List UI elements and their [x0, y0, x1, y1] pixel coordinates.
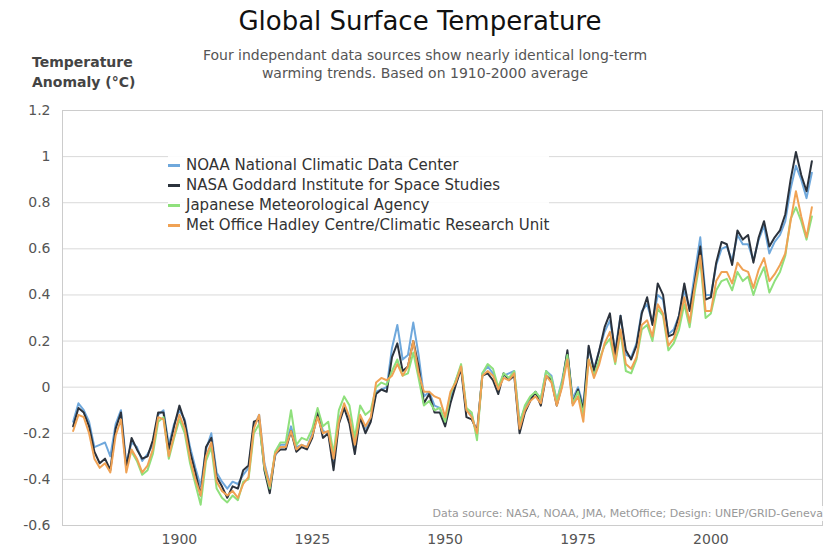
- svg-text:1925: 1925: [294, 531, 330, 547]
- svg-text:0.2: 0.2: [28, 333, 50, 349]
- html-text:NASA Goddard Institute for Spa: NASA Goddard Institute for Space Studies: [186, 176, 501, 194]
- svg-text:-0.6: -0.6: [23, 517, 50, 533]
- html-text:Global Surface Temperature: Global Surface Temperature: [238, 6, 602, 36]
- svg-text:0.4: 0.4: [28, 286, 50, 302]
- svg-text:2000: 2000: [693, 531, 729, 547]
- svg-text:-0.2: -0.2: [23, 425, 50, 441]
- svg-text:1.2: 1.2: [28, 102, 50, 118]
- svg-text:0.6: 0.6: [28, 240, 50, 256]
- html-text:Met Office Hadley Centre/Clima: Met Office Hadley Centre/Climatic Resear…: [186, 216, 550, 234]
- svg-text:0.8: 0.8: [28, 194, 50, 210]
- svg-text:0: 0: [42, 379, 51, 395]
- html-text:Data source: NASA, NOAA, JMA,: Data source: NASA, NOAA, JMA, MetOffice;…: [432, 507, 823, 520]
- svg-text:1950: 1950: [427, 531, 463, 547]
- svg-text:-0.4: -0.4: [23, 471, 50, 487]
- svg-text:1975: 1975: [560, 531, 596, 547]
- html-text:Japanese Meteorological Agency: Japanese Meteorological Agency: [186, 196, 430, 214]
- html-text:Four independant data sources: Four independant data sources show nearl…: [202, 47, 648, 81]
- svg-text:1900: 1900: [162, 531, 198, 547]
- svg-text:1: 1: [42, 148, 51, 164]
- html-text:NOAA National Climatic Data Ce: NOAA National Climatic Data Center: [186, 156, 459, 174]
- html-text:Temperature Anomaly (°C): Temperature Anomaly (°C): [32, 54, 136, 90]
